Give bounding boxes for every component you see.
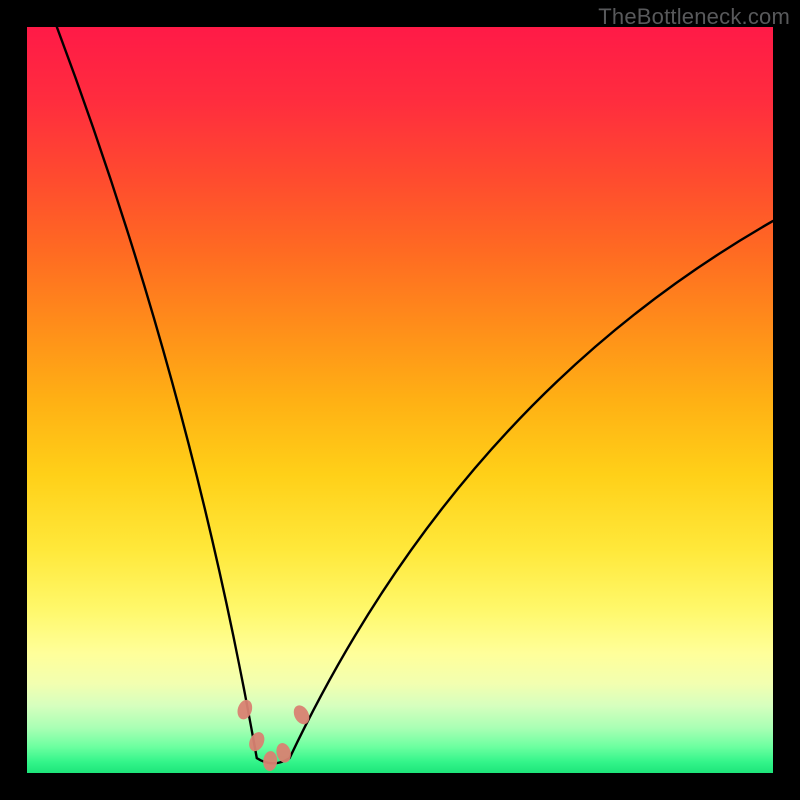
chart-frame: TheBottleneck.com	[0, 0, 800, 800]
gradient-plot-area	[27, 27, 773, 773]
watermark-text: TheBottleneck.com	[598, 4, 790, 30]
bottleneck-curve-chart	[0, 0, 800, 800]
